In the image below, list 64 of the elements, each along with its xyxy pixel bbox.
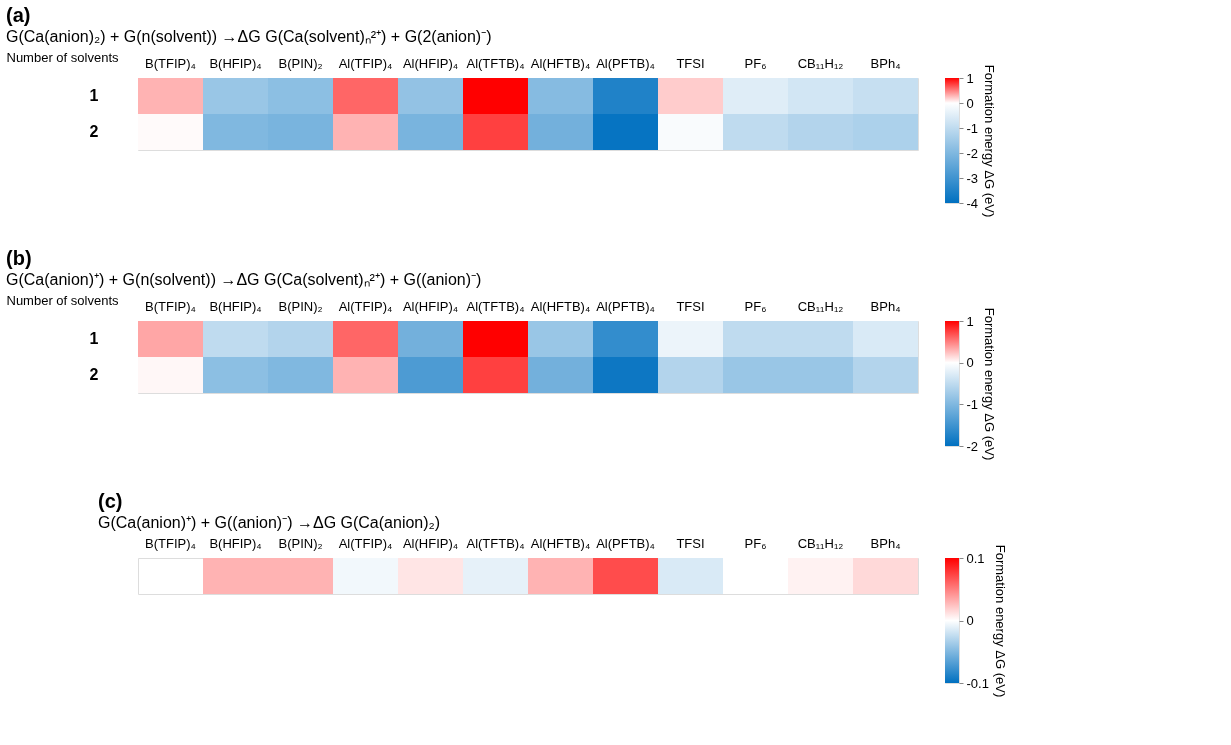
color-bar-label: -4 [966,195,979,211]
x-tick-label: PF₆ [744,298,767,314]
x-tick-label: Al(HFTB)₄ [530,298,591,314]
y-axis-title: Number of solvents [6,292,119,308]
x-tick-label: Al(HFTB)₄ [530,55,591,71]
x-tick-label: Al(TFIP)₄ [338,535,393,551]
color-bar-label: 1 [966,313,974,329]
x-tick-label: B(HFIP)₄ [209,535,262,551]
color-bar-label: 0.1 [966,550,985,566]
x-tick-label: BPh₄ [870,535,901,551]
color-bar-title: Formation energy ΔG (eV) [982,64,998,218]
x-tick-label: CB₁₁H₁₂ [797,298,844,314]
color-bar-label: -1 [966,120,979,136]
x-tick-label: Al(TFTB)₄ [466,55,525,71]
x-tick-label: B(PIN)₂ [278,298,323,314]
x-tick-label: B(TFIP)₄ [145,55,196,71]
x-tick-label: B(HFIP)₄ [209,298,262,314]
x-tick-label: Al(HFIP)₄ [402,298,459,314]
x-tick-label: B(TFIP)₄ [145,298,196,314]
x-tick-label: Al(PFTB)₄ [596,535,655,551]
x-tick-label: CB₁₁H₁₂ [797,55,844,71]
y-tick-label: 1 [89,330,99,347]
x-tick-label: PF₆ [744,535,767,551]
x-tick-label: BPh₄ [870,55,901,71]
x-tick-label: B(HFIP)₄ [209,55,262,71]
x-tick-label: Al(TFIP)₄ [338,298,393,314]
y-axis-title: Number of solvents [6,49,119,65]
x-tick-label: Al(HFIP)₄ [402,55,459,71]
chart-title: (b) [6,247,32,269]
x-tick-label: TFSI [676,535,705,551]
color-bar-label: 0 [966,613,974,628]
color-bar-label: -2 [966,145,979,161]
x-tick-label: Al(HFIP)₄ [402,535,459,551]
y-tick-label: 2 [89,366,99,383]
color-bar-label: 0 [966,95,974,111]
chart-subtitle: G(Ca(anion)⁺) + G(n(solvent)) →ΔG G(Ca(solvent)ₙ²⁺) + G((anion)⁻) [6,271,482,288]
x-tick-label: Al(TFTB)₄ [466,535,525,551]
chart-subtitle: G(Ca(anion)₂) + G(n(solvent)) →ΔG G(Ca(solvent)ₙ²⁺) + G(2(anion)⁻) [6,28,492,45]
color-bar-label: -0.1 [966,675,989,691]
x-tick-label: TFSI [676,298,705,314]
x-tick-label: B(TFIP)₄ [145,535,196,551]
x-tick-label: BPh₄ [870,298,901,314]
chart-subtitle: G(Ca(anion)⁺) + G((anion)⁻) →ΔG G(Ca(anion)₂) [98,514,441,531]
chart-title: (a) [6,4,31,26]
color-bar-title: Formation energy ΔG (eV) [992,544,1008,698]
y-tick-label: 2 [89,123,99,140]
x-tick-label: B(PIN)₂ [278,535,323,551]
color-bar-label: -1 [966,396,979,412]
x-tick-label: PF₆ [744,55,767,71]
y-tick-label: 1 [89,87,99,104]
x-tick-label: Al(TFTB)₄ [466,298,525,314]
x-tick-label: Al(TFIP)₄ [338,55,393,71]
x-tick-label: TFSI [676,55,705,71]
chart-title: (c) [98,490,123,512]
x-tick-label: B(PIN)₂ [278,55,323,71]
color-bar-label: 0 [966,355,974,371]
color-bar-label: -3 [966,170,979,186]
x-tick-label: CB₁₁H₁₂ [797,535,844,551]
color-bar-label: 1 [966,70,974,86]
color-bar-label: -2 [966,438,979,454]
x-tick-label: Al(PFTB)₄ [596,298,655,314]
color-bar-title: Formation energy ΔG (eV) [982,307,998,461]
x-tick-label: Al(HFTB)₄ [530,535,591,551]
x-tick-label: Al(PFTB)₄ [596,55,655,71]
